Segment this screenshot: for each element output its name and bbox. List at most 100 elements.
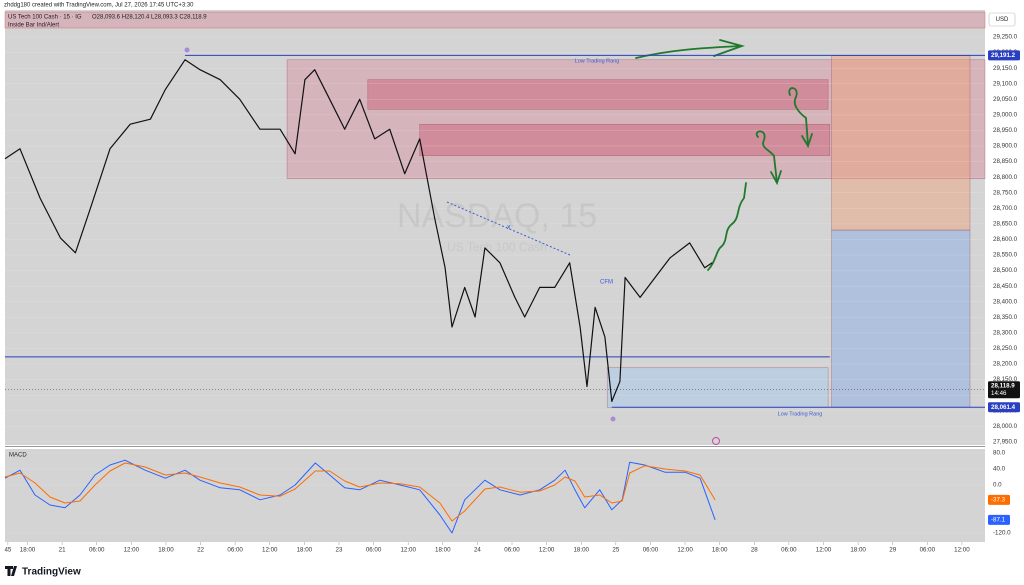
y-tick-label: 28,850.0 <box>993 158 1018 165</box>
brand-logo: TradingView <box>5 566 81 578</box>
x-tick-label: 06:00 <box>504 547 520 554</box>
logo-mark <box>5 566 17 576</box>
y-tick-label: 28,200.0 <box>993 361 1018 368</box>
pivot-dot <box>610 416 616 422</box>
x-tick-label: 06:00 <box>366 547 382 554</box>
y-tick-label: 28,400.0 <box>993 298 1018 305</box>
value-tag <box>988 494 1010 505</box>
x-tick-label: 18:00 <box>850 547 866 554</box>
x-tick-label: 12:00 <box>262 547 278 554</box>
y-tick-label: 28,000.0 <box>993 423 1018 430</box>
range-label: Low Trading Rang <box>778 411 823 417</box>
y-tick-label: 0.0 <box>993 482 1002 489</box>
value-tag <box>988 514 1010 525</box>
credit: zhddg180 created with TradingView.com, J… <box>4 3 194 9</box>
y-tick-label: 28,300.0 <box>993 330 1018 337</box>
last-price-tag <box>988 381 1020 399</box>
x-tick-label: 22 <box>197 547 204 554</box>
drawn-arrow <box>755 130 782 186</box>
y-tick-label: 40.0 <box>993 466 1006 473</box>
x-tick-label: 18:00 <box>712 547 728 554</box>
y-tick-label: 28,750.0 <box>993 189 1018 196</box>
y-tick-label: 28,900.0 <box>993 143 1018 150</box>
x-tick-label: 12:00 <box>400 547 416 554</box>
zone <box>419 123 831 156</box>
ohlc: O28,093.6 H28,120.4 L28,093.3 C28,118.9 <box>92 15 207 21</box>
zone <box>606 367 829 408</box>
watermark-sub: US Tech 100 Cash <box>447 240 547 254</box>
y-tick-label: 28,500.0 <box>993 267 1018 274</box>
series-line <box>4 459 716 534</box>
x-tick-label: 18:00 <box>435 547 451 554</box>
x-tick-label: 29 <box>889 547 896 554</box>
countdown: 14:46 <box>991 390 1007 397</box>
x-tick-label: 12:00 <box>677 547 693 554</box>
drawn-stroke <box>707 182 747 271</box>
price-tag-label: 29,191.2 <box>991 52 1016 59</box>
y-tick-label: 29,050.0 <box>993 96 1018 103</box>
x-tick-label: 25 <box>612 547 619 554</box>
x-tick-label: 12:00 <box>816 547 832 554</box>
x-tick-label: 23 <box>336 547 343 554</box>
x-tick-label: 18:00 <box>20 547 36 554</box>
indicator-name: Inside Bar Ind/Alert <box>8 23 59 29</box>
y-tick-label: 28,600.0 <box>993 236 1018 243</box>
macd-pane <box>5 449 985 542</box>
value-tag-label: -37.3 <box>991 497 1006 504</box>
x-mark: x <box>507 224 511 231</box>
y-tick-label: 28,950.0 <box>993 127 1018 134</box>
x-tick-label: 21 <box>59 547 66 554</box>
series-line <box>4 462 716 522</box>
value-tag-label: -87.1 <box>991 516 1006 523</box>
price-tag <box>988 50 1020 61</box>
x-tick-label: 06:00 <box>920 547 936 554</box>
hand-drawing <box>635 39 813 271</box>
x-tick-label: 45 <box>4 547 11 554</box>
y-tick-label: 29,150.0 <box>993 65 1018 72</box>
y-tick-label: 29,000.0 <box>993 112 1018 119</box>
x-tick-label: 28 <box>751 547 758 554</box>
cfm-label: CFM <box>600 280 613 286</box>
x-tick-label: 06:00 <box>781 547 797 554</box>
x-tick-label: 18:00 <box>297 547 313 554</box>
y-tick-label: 28,650.0 <box>993 221 1018 228</box>
y-tick-label: 29,100.0 <box>993 80 1018 87</box>
macd-title: MACD <box>9 453 27 459</box>
zone <box>831 55 971 231</box>
y-tick-label: 80.0 <box>993 450 1006 457</box>
y-tick-label: 28,350.0 <box>993 314 1018 321</box>
x-tick-label: 12:00 <box>954 547 970 554</box>
y-tick-label: 28,150.0 <box>993 376 1018 383</box>
event-icon[interactable] <box>712 437 720 445</box>
zone <box>831 229 971 408</box>
y-tick-label: 28,550.0 <box>993 252 1018 259</box>
y-tick-label: 28,250.0 <box>993 345 1018 352</box>
x-tick-label: 24 <box>474 547 481 554</box>
y-tick-label: 28,450.0 <box>993 283 1018 290</box>
pivot-dot <box>184 47 190 53</box>
y-tick-label: 27,950.0 <box>993 439 1018 446</box>
y-tick-label: -120.0 <box>993 530 1011 537</box>
y-tick-label: 29,250.0 <box>993 34 1018 41</box>
drawn-arrow <box>788 87 813 149</box>
x-tick-label: 06:00 <box>227 547 243 554</box>
header-band <box>4 11 986 29</box>
x-tick-label: 06:00 <box>89 547 105 554</box>
watermark: NASDAQ, 15 <box>397 197 597 235</box>
zone <box>367 79 829 110</box>
price-tag <box>988 402 1020 413</box>
currency[interactable]: USD <box>996 17 1009 23</box>
x-tick-label: 06:00 <box>643 547 659 554</box>
y-tick-label: 28,700.0 <box>993 205 1018 212</box>
series-line <box>4 59 713 402</box>
brand: TradingView <box>22 567 81 578</box>
symbol-title: US Tech 100 Cash · 15 · IG <box>8 15 82 21</box>
range-label: Low Trading Rang <box>575 58 620 64</box>
x-tick-label: 12:00 <box>539 547 555 554</box>
x-tick-label: 18:00 <box>573 547 589 554</box>
currency-box[interactable] <box>988 12 1016 27</box>
y-tick-label: 28,800.0 <box>993 174 1018 181</box>
x-tick-label: 18:00 <box>158 547 174 554</box>
price-tag-label: 28,061.4 <box>991 404 1016 411</box>
last-price-label: 28,118.9 <box>991 382 1015 389</box>
